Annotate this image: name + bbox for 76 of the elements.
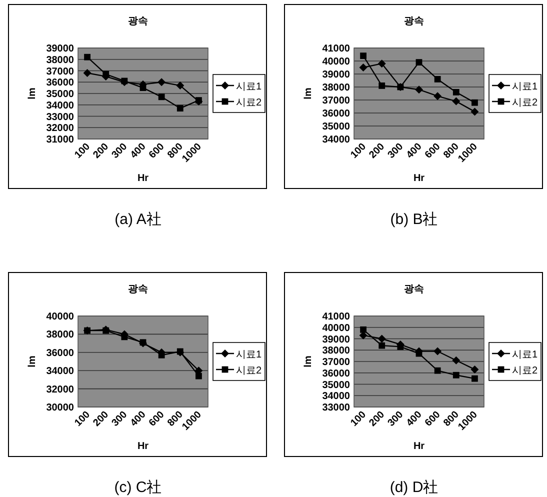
y-tick-label: 39000	[322, 334, 350, 346]
y-axis-title: lm	[27, 356, 38, 368]
legend-label: 시료2	[512, 366, 538, 376]
x-axis-title: Hr	[137, 441, 149, 452]
x-axis-title: Hr	[413, 173, 425, 184]
x-tick-label: 100	[348, 141, 369, 161]
chart-title: 광속	[404, 284, 424, 295]
x-tick-label: 600	[147, 409, 167, 429]
legend-label: 시료1	[512, 350, 538, 360]
legend-label: 시료1	[512, 82, 538, 92]
y-tick-label: 36000	[322, 368, 350, 380]
text: (a) A社	[114, 211, 162, 228]
y-tick-label: 37000	[46, 66, 74, 78]
x-tick-label: 300	[110, 141, 130, 161]
y-tick-label: 38000	[322, 346, 350, 357]
y-tick-label: 36000	[46, 78, 74, 89]
chart-title: 광속	[404, 16, 424, 27]
y-tick-label: 34000	[322, 391, 350, 402]
x-tick-label: 400	[128, 141, 148, 161]
y-tick-label: 39000	[322, 70, 350, 80]
y-tick-label: 34000	[46, 100, 74, 112]
text: (b) B社	[390, 211, 438, 228]
chart-title: 광속	[128, 16, 148, 27]
y-tick-label: 39000	[46, 44, 74, 54]
y-tick-label: 32000	[46, 384, 74, 396]
y-tick-label: 40000	[322, 322, 350, 334]
y-tick-label: 41000	[322, 44, 350, 54]
y-axis-title: lm	[27, 88, 38, 100]
x-tick-label: 400	[404, 409, 424, 429]
legend-label: 시료1	[236, 82, 262, 92]
x-tick-label: 100	[72, 141, 93, 161]
y-tick-label: 35000	[46, 89, 74, 100]
x-tick-label: 400	[404, 141, 424, 161]
y-tick-label: 38000	[322, 82, 350, 94]
x-tick-label: 300	[386, 409, 406, 429]
legend-label: 시료2	[512, 98, 538, 108]
y-tick-label: 33000	[46, 112, 74, 123]
x-tick-label: 200	[91, 409, 112, 429]
x-axis-title: Hr	[413, 441, 425, 452]
x-tick-label: 600	[147, 141, 167, 161]
y-tick-label: 38000	[46, 54, 74, 66]
y-tick-label: 32000	[46, 123, 74, 134]
y-axis-title: lm	[303, 88, 314, 100]
legend-label: 시료1	[236, 350, 262, 360]
y-tick-label: 30000	[46, 402, 74, 414]
x-tick-label: 100	[72, 409, 93, 429]
x-tick-label: 300	[386, 141, 406, 161]
x-tick-label: 600	[423, 141, 443, 161]
y-tick-label: 36000	[46, 348, 74, 359]
y-tick-label: 37000	[322, 96, 350, 106]
x-tick-label: 200	[91, 141, 112, 161]
x-tick-label: 200	[367, 409, 388, 429]
x-tick-label: 300	[110, 409, 130, 429]
y-tick-label: 31000	[46, 134, 74, 146]
x-tick-label: 400	[128, 409, 148, 429]
legend-label: 시료2	[236, 98, 262, 108]
text: (c) C社	[114, 479, 162, 496]
y-tick-label: 35000	[322, 380, 350, 391]
legend-label: 시료2	[236, 366, 262, 376]
x-tick-label: 100	[348, 409, 369, 429]
y-tick-label: 38000	[46, 330, 74, 341]
y-tick-label: 41000	[322, 312, 350, 322]
y-tick-label: 37000	[322, 357, 350, 368]
y-tick-label: 40000	[322, 56, 350, 68]
x-axis-title: Hr	[137, 173, 149, 184]
y-axis-title: lm	[303, 356, 314, 368]
y-tick-label: 34000	[322, 134, 350, 146]
y-tick-label: 34000	[46, 366, 74, 378]
x-tick-label: 200	[367, 141, 388, 161]
text: (d) D社	[390, 479, 438, 496]
y-tick-label: 35000	[322, 122, 350, 132]
y-tick-label: 33000	[322, 402, 350, 414]
y-tick-label: 40000	[46, 312, 74, 322]
x-tick-label: 600	[423, 409, 443, 429]
y-tick-label: 36000	[322, 108, 350, 120]
chart-title: 광속	[128, 284, 148, 295]
